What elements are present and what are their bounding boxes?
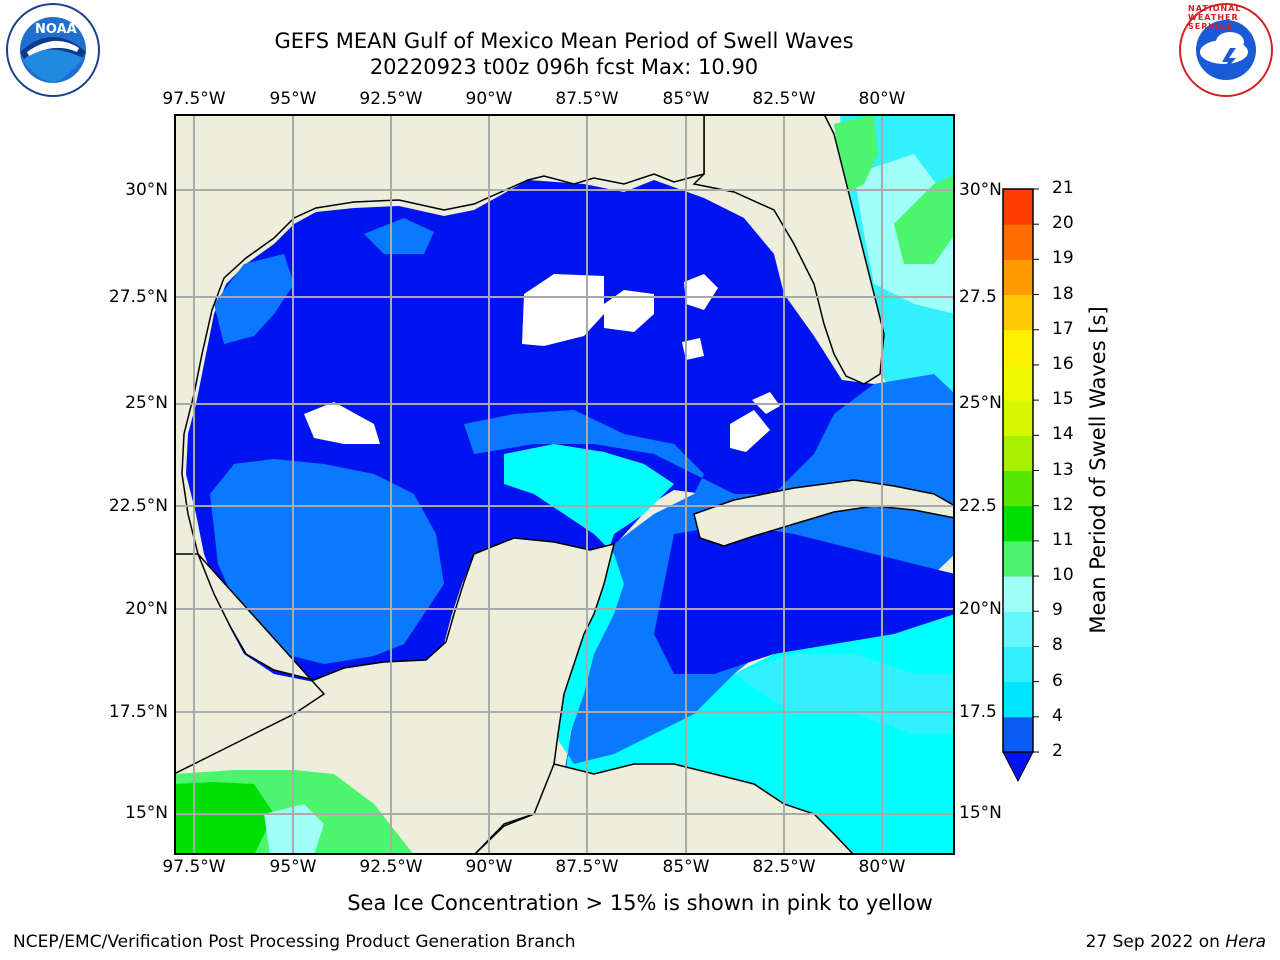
lat-tick-left: 27.5°N — [108, 287, 168, 307]
lon-tick-top: 80°W — [858, 89, 906, 109]
swell-area-west — [210, 459, 444, 664]
footer-organization: NCEP/EMC/Verification Post Processing Pr… — [13, 932, 576, 952]
chart-subtitle: 20220923 t00z 096h fcst Max: 10.90 — [369, 55, 759, 79]
lon-tick-bottom: 85°W — [662, 857, 710, 877]
colorbar-band — [1003, 611, 1033, 647]
lon-tick-top: 82.5°W — [752, 89, 816, 109]
colorbar-band — [1003, 681, 1033, 718]
colorbar-band — [1003, 470, 1033, 507]
colorbar-tick-label: 10 — [1052, 565, 1074, 586]
colorbar-tick-label: 15 — [1052, 389, 1074, 410]
colorbar-band — [1003, 224, 1033, 260]
chart-title: GEFS MEAN Gulf of Mexico Mean Period of … — [274, 29, 854, 53]
lon-tick-bottom: 95°W — [269, 857, 317, 877]
colorbar-band — [1003, 716, 1033, 753]
pacific-swell-bright — [174, 782, 274, 855]
lat-tick-right: 20°N — [959, 599, 1002, 619]
lat-tick-right: 30°N — [959, 180, 1002, 200]
colorbar-band — [1003, 329, 1033, 366]
colorbar-band — [1003, 435, 1033, 471]
atlantic-green-2 — [894, 174, 955, 264]
swell-area-cyan-light — [734, 654, 955, 734]
noaa-logo: NOAA — [5, 2, 101, 98]
colorbar-band — [1003, 294, 1033, 331]
lon-tick-top: 95°W — [269, 89, 317, 109]
colorbar-band — [1003, 540, 1033, 577]
colorbar-band — [1003, 576, 1033, 612]
lon-tick-top: 85°W — [662, 89, 710, 109]
colorbar — [1002, 188, 1039, 783]
colorbar-tick-label: 18 — [1052, 283, 1074, 304]
colorbar-label: Mean Period of Swell Waves [s] — [1086, 306, 1110, 634]
map-frame — [174, 114, 955, 855]
colorbar-band — [1003, 259, 1033, 296]
atlantic-green — [834, 114, 878, 194]
colorbar-tick-label: 8 — [1052, 635, 1063, 656]
caribbean-water — [654, 524, 955, 674]
lat-tick-right: 27.5 — [959, 287, 997, 307]
colorbar-band — [1003, 364, 1033, 401]
colorbar-tick-label: 9 — [1052, 600, 1063, 621]
us-gulf-coast — [174, 114, 705, 555]
colorbar-tick-label: 2 — [1052, 741, 1063, 761]
gulf-map — [174, 114, 955, 855]
nws-ring-text: NATIONAL WEATHER SERVICE — [1188, 4, 1242, 31]
lon-tick-top: 92.5°W — [359, 89, 423, 109]
lat-tick-left: 20°N — [125, 599, 168, 619]
sea-ice-note: Sea Ice Concentration > 15% is shown in … — [347, 891, 933, 915]
colorbar-tick-label: 19 — [1052, 248, 1074, 269]
colorbar-band — [1003, 505, 1033, 542]
lon-tick-bottom: 87.5°W — [555, 857, 619, 877]
lon-tick-top: 87.5°W — [555, 89, 619, 109]
colorbar-tick-label: 12 — [1052, 494, 1074, 515]
nws-logo: NATIONAL WEATHER SERVICE — [1178, 2, 1274, 98]
colorbar-tick-label: 13 — [1052, 459, 1074, 480]
lon-tick-bottom: 97.5°W — [162, 857, 226, 877]
colorbar-tick-label: 21 — [1052, 178, 1074, 198]
lat-tick-left: 15°N — [125, 803, 168, 823]
lat-tick-right: 17.5 — [959, 702, 997, 722]
colorbar-extend-arrow — [1002, 751, 1034, 783]
lon-tick-bottom: 80°W — [858, 857, 906, 877]
lat-tick-left: 25°N — [125, 393, 168, 413]
gridlines — [174, 114, 955, 855]
central-america — [472, 763, 856, 855]
footer-date: 27 Sep 2022 on Hera — [1086, 932, 1266, 952]
swell-area-nw — [214, 254, 294, 344]
footer-machine: Hera — [1225, 932, 1266, 952]
colorbar-tick-label: 20 — [1052, 213, 1074, 234]
lat-tick-left: 30°N — [125, 180, 168, 200]
colorbar-tick-label: 4 — [1052, 705, 1063, 726]
lat-tick-left: 17.5°N — [108, 702, 168, 722]
lon-tick-bottom: 92.5°W — [359, 857, 423, 877]
colorbar-band — [1003, 646, 1033, 683]
lat-tick-right: 25°N — [959, 393, 1002, 413]
colorbar-tick-label: 14 — [1052, 424, 1074, 445]
colorbar-tick-label: 11 — [1052, 529, 1074, 550]
colorbar-band — [1003, 189, 1033, 225]
lat-tick-left: 22.5°N — [108, 496, 168, 516]
lon-tick-top: 90°W — [465, 89, 513, 109]
noaa-logo-text: NOAA — [35, 22, 77, 37]
colorbar-tick-label: 17 — [1052, 318, 1074, 339]
lat-tick-right: 22.5 — [959, 496, 997, 516]
lon-tick-top: 97.5°W — [162, 89, 226, 109]
swell-area-north — [364, 218, 434, 254]
lon-tick-bottom: 82.5°W — [752, 857, 816, 877]
lon-tick-bottom: 90°W — [465, 857, 513, 877]
cuba — [693, 479, 955, 547]
colorbar-tick-label: 6 — [1052, 670, 1063, 691]
footer-date-text: 27 Sep 2022 on — [1085, 932, 1226, 952]
colorbar-band — [1003, 400, 1033, 436]
swell-area-cyan-yucatan — [504, 444, 955, 855]
colorbar-tick-label: 16 — [1052, 353, 1074, 374]
lat-tick-right: 15°N — [959, 803, 1002, 823]
